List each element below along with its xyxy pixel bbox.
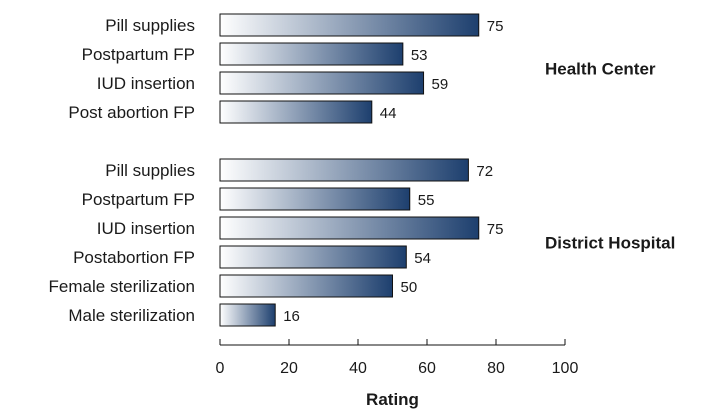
data-label: 75 <box>487 18 504 35</box>
category-label: Postpartum FP <box>82 190 195 209</box>
x-tick-label: 0 <box>216 360 225 377</box>
bar <box>219 274 393 298</box>
category-label: IUD insertion <box>97 74 195 93</box>
data-label: 16 <box>283 308 300 325</box>
labels-layer: Pill supplies 75 Postpartum FP 53 IUD insert… <box>49 16 676 325</box>
x-tick-label: 80 <box>487 360 505 377</box>
bar <box>219 245 407 269</box>
x-tick-label: 60 <box>418 360 436 377</box>
x-tick-label: 20 <box>280 360 298 377</box>
category-label: Female sterilization <box>49 277 195 296</box>
data-label: 44 <box>380 105 397 122</box>
data-label: 59 <box>432 76 449 93</box>
bar <box>219 187 411 211</box>
bars-layer <box>219 13 480 327</box>
data-label: 72 <box>476 163 493 180</box>
category-label: Pill supplies <box>105 16 195 35</box>
bar <box>219 42 404 66</box>
data-label: 75 <box>487 221 504 238</box>
x-tick-label: 100 <box>552 360 579 377</box>
bar <box>219 158 469 182</box>
category-label: Postabortion FP <box>73 248 195 267</box>
bar <box>219 100 373 124</box>
x-tick-label: 40 <box>349 360 367 377</box>
category-label: Male sterilization <box>68 306 195 325</box>
category-label: Postpartum FP <box>82 45 195 64</box>
category-label: IUD insertion <box>97 219 195 238</box>
bar <box>219 216 480 240</box>
x-axis: 0 20 40 60 80 100 <box>216 339 579 377</box>
data-label: 53 <box>411 47 428 64</box>
x-axis-title: Rating <box>366 390 419 409</box>
category-label: Post abortion FP <box>68 103 195 122</box>
bar <box>219 303 276 327</box>
category-label: Pill supplies <box>105 161 195 180</box>
data-label: 54 <box>414 250 431 267</box>
group-label: District Hospital <box>545 234 675 253</box>
data-label: 55 <box>418 192 435 209</box>
bar <box>219 13 480 37</box>
bar <box>219 71 425 95</box>
group-label: Health Center <box>545 60 656 79</box>
data-label: 50 <box>401 279 418 296</box>
